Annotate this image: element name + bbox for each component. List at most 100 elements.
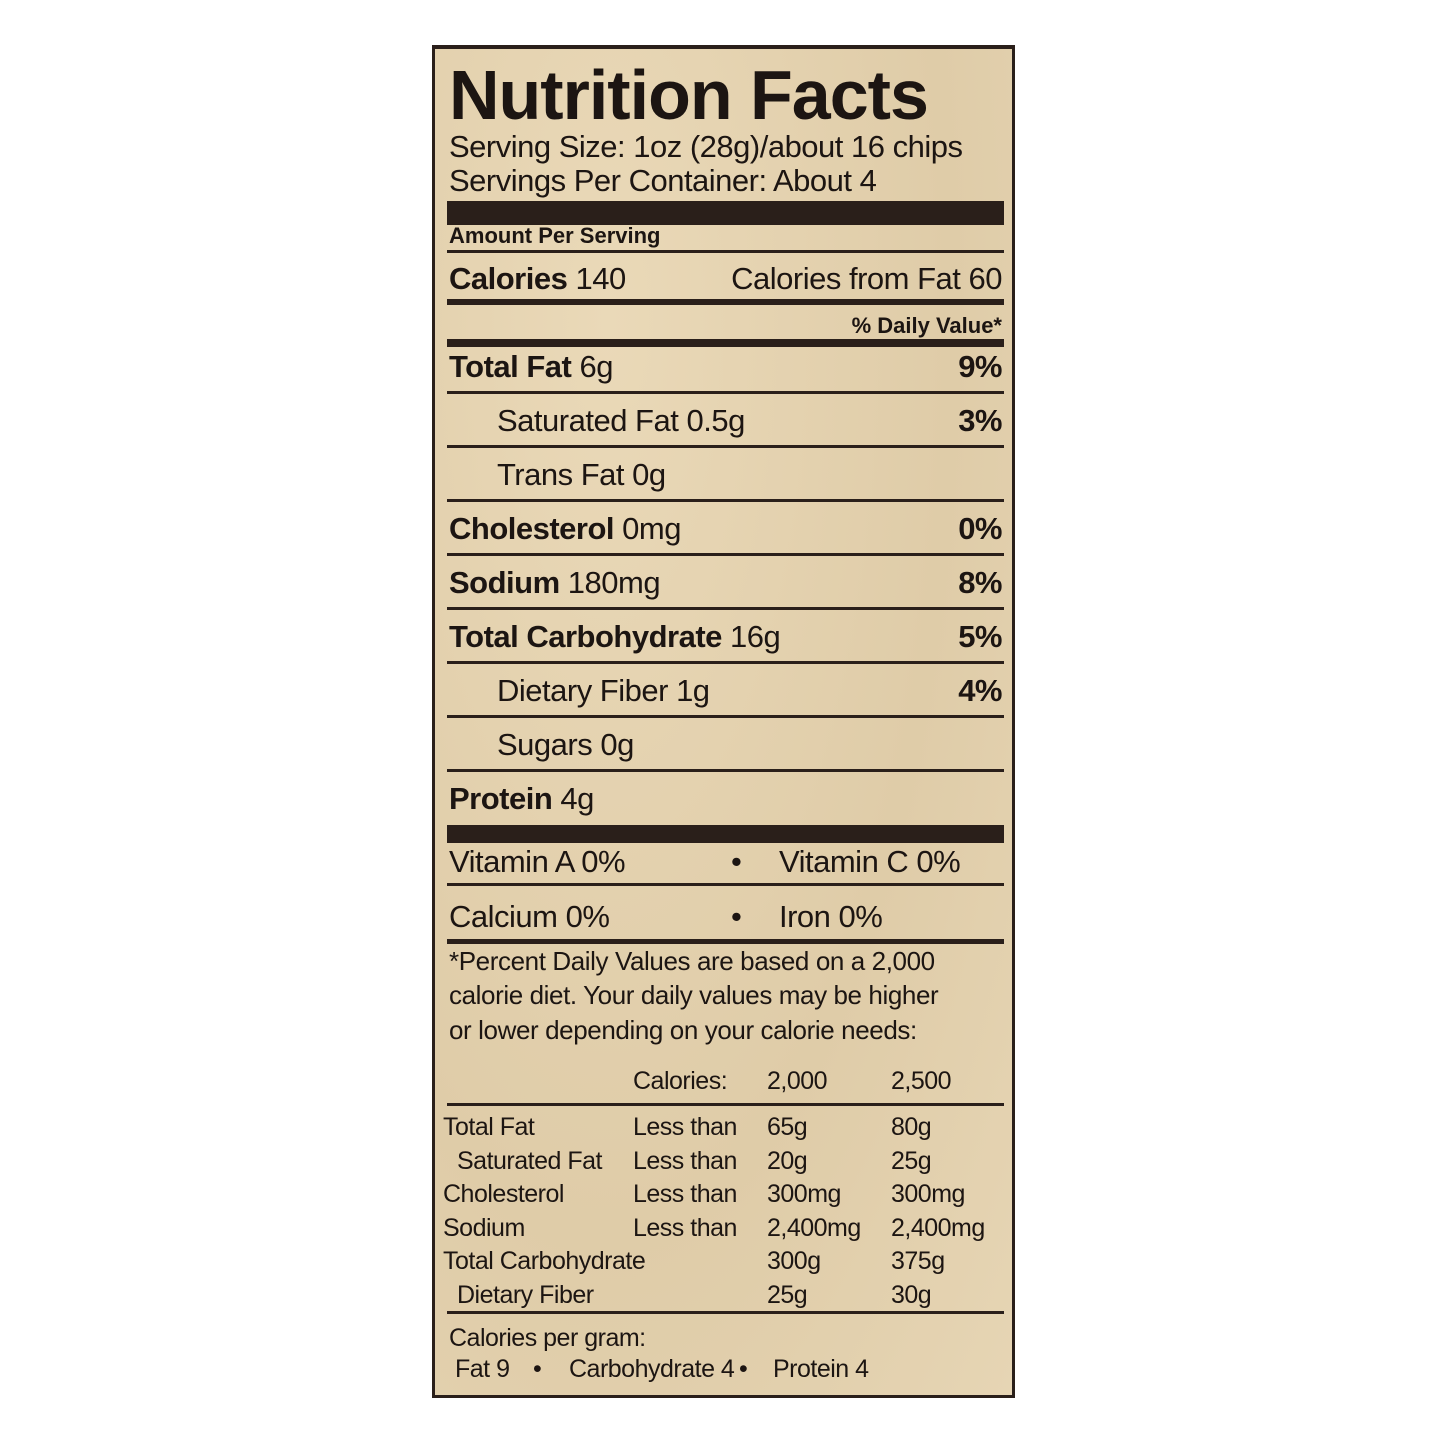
- cpg-fat: Fat 9: [455, 1355, 510, 1383]
- thick-divider: [447, 339, 1004, 347]
- bullet: •: [533, 1355, 542, 1383]
- reference-cell: 20g: [767, 1146, 808, 1175]
- nutrient-amount: 0mg: [622, 511, 681, 546]
- reference-cell: Total Fat: [443, 1113, 535, 1141]
- vitamin-row: Vitamin A 0% • Vitamin C 0%: [449, 844, 1002, 880]
- divider: [447, 499, 1004, 502]
- nutrient-label: Total Carbohydrate: [449, 619, 722, 654]
- nutrient-row: Sodium 180mg 8%: [449, 565, 1002, 605]
- nutrient-label: Saturated Fat: [497, 403, 679, 438]
- nutrient-amount: 4g: [560, 781, 594, 816]
- reference-cell: Dietary Fiber: [457, 1280, 594, 1309]
- footnote-line: *Percent Daily Values are based on a 2,0…: [449, 946, 935, 976]
- reference-cell: Less than: [633, 1113, 737, 1141]
- label-title: Nutrition Facts: [449, 56, 929, 134]
- calories-per-gram-label: Calories per gram:: [449, 1324, 646, 1352]
- servings-per-container: Servings Per Container: About 4: [449, 163, 877, 198]
- divider: [447, 391, 1004, 394]
- reference-cell: 300mg: [891, 1180, 965, 1208]
- nutrient-amount: 0.5g: [686, 403, 745, 438]
- reference-cell: 65g: [767, 1113, 808, 1141]
- nutrition-facts-label: Nutrition Facts Serving Size: 1oz (28g)/…: [432, 45, 1015, 1398]
- nutrient-daily-value: 8%: [958, 565, 1002, 600]
- nutrient-amount: 16g: [730, 619, 781, 654]
- nutrient-row: Dietary Fiber 1g 4%: [449, 673, 1002, 713]
- reference-row: Cholesterol Less than 300mg 300mg: [443, 1180, 1002, 1210]
- reference-cell: 300g: [767, 1247, 821, 1275]
- serving-size: Serving Size: 1oz (28g)/about 16 chips: [449, 129, 963, 164]
- nutrient-label: Protein: [449, 781, 553, 816]
- nutrient-label: Sugars: [497, 727, 593, 762]
- calories-row: Calories 140 Calories from Fat 60: [449, 261, 1002, 297]
- nutrient-row: Total Carbohydrate 16g 5%: [449, 619, 1002, 659]
- divider: [447, 607, 1004, 610]
- reference-cell: 300mg: [767, 1180, 841, 1208]
- reference-cell: Less than: [633, 1213, 737, 1242]
- nutrient-amount: 180mg: [567, 565, 661, 600]
- nutrient-row: Sugars 0g: [449, 727, 1002, 767]
- ref-calories-label: Calories:: [633, 1067, 728, 1095]
- divider: [447, 939, 1004, 944]
- nutrient-amount: 1g: [676, 673, 710, 708]
- nutrient-row: Trans Fat 0g: [449, 457, 1002, 497]
- reference-cell: 25g: [767, 1280, 808, 1309]
- reference-cell: 25g: [891, 1146, 932, 1175]
- divider: [447, 299, 1004, 305]
- ref-2500: 2,500: [891, 1067, 952, 1095]
- calcium: Calcium 0%: [449, 899, 610, 934]
- nutrient-row: Saturated Fat 0.5g 3%: [449, 403, 1002, 443]
- divider: [447, 883, 1004, 886]
- divider: [447, 553, 1004, 556]
- bullet: •: [731, 844, 742, 879]
- divider: [447, 250, 1004, 253]
- nutrient-label: Total Fat: [449, 349, 572, 384]
- nutrient-row: Protein 4g: [449, 781, 1002, 821]
- nutrient-row: Cholesterol 0mg 0%: [449, 511, 1002, 551]
- calories-per-gram-values: Fat 9 • Carbohydrate 4 • Protein 4: [449, 1355, 1002, 1385]
- nutrient-daily-value: 0%: [958, 511, 1002, 546]
- bullet: •: [739, 1355, 748, 1383]
- reference-cell: Less than: [633, 1180, 737, 1208]
- nutrient-daily-value: 9%: [958, 349, 1002, 384]
- reference-cell: 80g: [891, 1113, 932, 1141]
- nutrient-label: Cholesterol: [449, 511, 615, 546]
- nutrient-label: Sodium: [449, 565, 560, 600]
- nutrient-daily-value: 4%: [958, 673, 1002, 708]
- reference-cell: 375g: [891, 1247, 945, 1275]
- thick-divider: [447, 825, 1004, 843]
- reference-cell: 30g: [891, 1280, 932, 1309]
- ref-2000: 2,000: [767, 1067, 828, 1095]
- iron: Iron 0%: [779, 899, 883, 934]
- reference-row: Saturated Fat Less than 20g 25g: [443, 1147, 1002, 1177]
- reference-cell: Total Carbohydrate: [443, 1247, 646, 1275]
- thick-divider: [447, 201, 1004, 225]
- vitamin-a: Vitamin A 0%: [449, 844, 626, 879]
- reference-cell: Cholesterol: [443, 1180, 564, 1208]
- bullet: •: [731, 899, 742, 934]
- nutrient-amount: 0g: [600, 727, 634, 762]
- reference-row: Total Carbohydrate 300g 375g: [443, 1247, 1002, 1277]
- divider: [447, 769, 1004, 772]
- vitamin-row: Calcium 0% • Iron 0%: [449, 899, 1002, 935]
- cpg-carbohydrate: Carbohydrate 4: [569, 1355, 735, 1383]
- reference-row: Total Fat Less than 65g 80g: [443, 1113, 1002, 1143]
- calories-from-fat: Calories from Fat 60: [731, 261, 1002, 296]
- nutrient-amount: 0g: [632, 457, 666, 492]
- reference-header: Calories: 2,000 2,500: [449, 1067, 1002, 1097]
- divider: [447, 1103, 1004, 1106]
- calories-value: 140: [575, 261, 626, 296]
- reference-cell: Sodium: [443, 1213, 525, 1242]
- nutrient-row: Total Fat 6g 9%: [449, 349, 1002, 389]
- reference-cell: 2,400mg: [891, 1213, 985, 1242]
- nutrient-amount: 6g: [579, 349, 614, 384]
- divider: [447, 715, 1004, 718]
- vitamin-c: Vitamin C 0%: [779, 844, 961, 879]
- reference-row: Sodium Less than 2,400mg 2,400mg: [443, 1214, 1002, 1244]
- amount-per-serving: Amount Per Serving: [449, 223, 661, 248]
- nutrient-label: Dietary Fiber: [497, 673, 668, 708]
- nutrient-label: Trans Fat: [497, 457, 625, 492]
- divider: [447, 661, 1004, 664]
- calories-label: Calories: [449, 261, 568, 296]
- nutrient-daily-value: 3%: [958, 403, 1002, 438]
- nutrient-daily-value: 5%: [958, 619, 1002, 654]
